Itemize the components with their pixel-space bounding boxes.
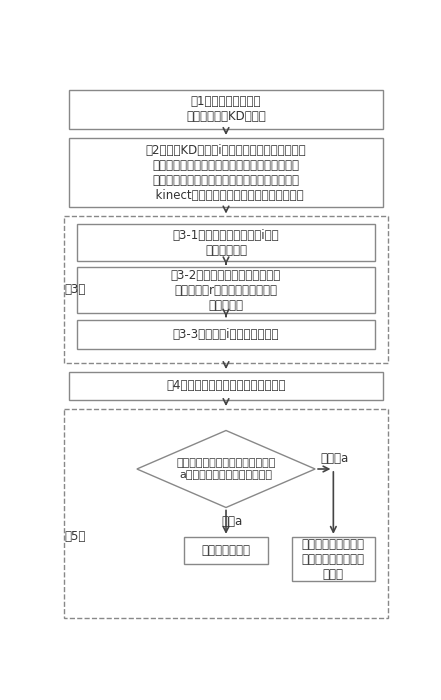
- FancyBboxPatch shape: [69, 90, 383, 129]
- FancyBboxPatch shape: [77, 224, 375, 261]
- FancyBboxPatch shape: [184, 537, 268, 564]
- Text: （2）利用KD树查找i个邻域点，采用主元成分分
析对上述查找的邻域点拟合出一个平面，以这个
拟合平面的法向量作为点云中各点的法向量，以
  kinect摄像机位: （2）利用KD树查找i个邻域点，采用主元成分分 析对上述查找的邻域点拟合出一个平…: [146, 144, 306, 202]
- Text: （4）设置数据点的法向量评估置信度: （4）设置数据点的法向量评估置信度: [166, 379, 286, 392]
- FancyBboxPatch shape: [77, 320, 375, 349]
- Text: 点的法向量可信: 点的法向量可信: [202, 544, 250, 557]
- FancyBboxPatch shape: [69, 372, 383, 400]
- Polygon shape: [137, 430, 315, 508]
- FancyBboxPatch shape: [292, 537, 375, 582]
- Text: （3-1）设点云数据中的第i个邻
域点的法向量: （3-1）设点云数据中的第i个邻 域点的法向量: [173, 229, 279, 257]
- FancyBboxPatch shape: [77, 267, 375, 314]
- FancyBboxPatch shape: [64, 409, 388, 618]
- FancyBboxPatch shape: [69, 138, 383, 207]
- Text: （1）读取点云数据，
对点云数据按KD树划分: （1）读取点云数据， 对点云数据按KD树划分: [186, 95, 266, 123]
- Text: 设定评估点的法向量置信度的阈值
a，判断数据点的法向量置信度: 设定评估点的法向量置信度的阈值 a，判断数据点的法向量置信度: [176, 458, 276, 480]
- Text: 不大于a: 不大于a: [321, 452, 349, 465]
- Text: （3-2）计算点云数据的每个数据
点在半径为r内各个邻域点的法向
量加权均值: （3-2）计算点云数据的每个数据 点在半径为r内各个邻域点的法向 量加权均值: [171, 269, 281, 312]
- FancyBboxPatch shape: [64, 216, 388, 363]
- Text: （3）: （3）: [64, 283, 86, 296]
- Text: 大于a: 大于a: [221, 515, 243, 528]
- Text: （3-3）计算第i个邻域点的权重: （3-3）计算第i个邻域点的权重: [173, 328, 279, 341]
- Text: 该邻域点法向量的加
权均值替换为该点的
法向量: 该邻域点法向量的加 权均值替换为该点的 法向量: [302, 538, 365, 580]
- Text: （5）: （5）: [64, 531, 86, 543]
